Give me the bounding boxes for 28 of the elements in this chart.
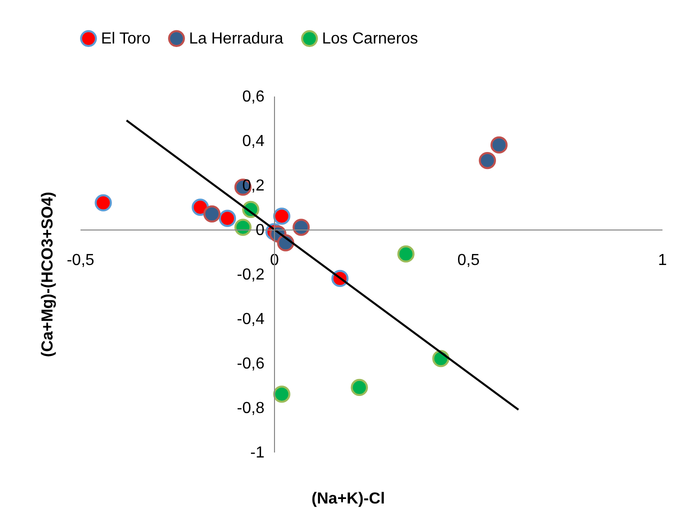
point — [490, 136, 508, 154]
point — [192, 198, 209, 216]
y-tick-label: -0,2 — [236, 266, 265, 284]
y-tick-label: -0,4 — [236, 311, 265, 328]
point — [273, 386, 290, 403]
x-tick-label: -0,5 — [66, 252, 94, 269]
point — [273, 208, 290, 225]
legend-label: El Toro — [101, 30, 151, 48]
point — [350, 378, 368, 396]
y-tick-label: 0,6 — [242, 88, 265, 106]
x-tick-label: 0,5 — [457, 252, 480, 269]
y-axis-title: (Ca+Mg)-(HCO3+SO4) — [40, 192, 56, 358]
legend-label: Los Carneros — [322, 30, 418, 48]
legend-label: La Herradura — [189, 30, 284, 48]
x-tick-label: 1 — [658, 252, 668, 269]
y-tick-label: -1 — [250, 444, 265, 462]
point — [94, 194, 112, 212]
y-tick-label: -0,8 — [236, 400, 265, 417]
point — [478, 152, 496, 170]
point — [397, 245, 415, 263]
x-axis-title: (Na+K)-Cl — [312, 490, 385, 508]
y-tick-label: -0,6 — [236, 356, 265, 372]
point — [203, 205, 221, 222]
point — [234, 218, 252, 236]
point — [292, 218, 310, 236]
point — [218, 210, 236, 227]
y-tick-label: 0,4 — [242, 133, 265, 150]
y-tick-label: 0 — [256, 222, 265, 239]
